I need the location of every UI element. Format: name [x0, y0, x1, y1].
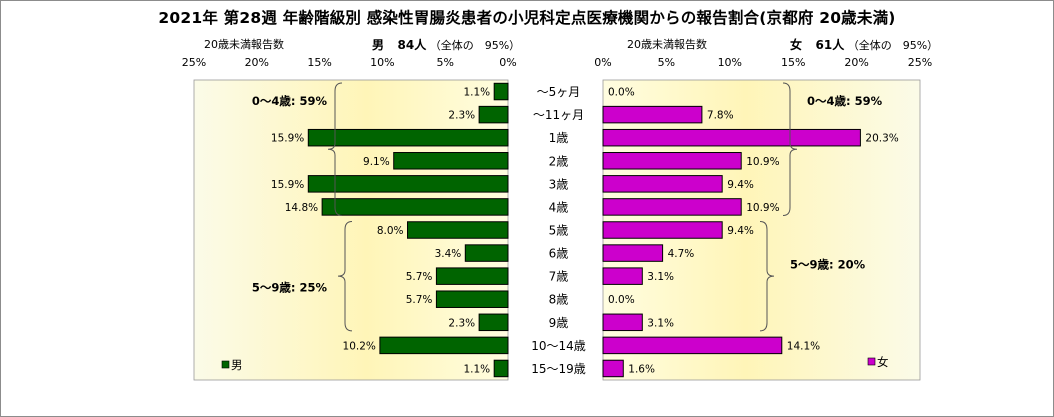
- male-value-label: 1.1%: [463, 363, 490, 375]
- left-tick-label: 15%: [307, 56, 331, 69]
- right-header-label: 20歳未満報告数: [627, 38, 707, 51]
- male-value-label: 10.2%: [343, 340, 376, 352]
- female-value-label: 20.3%: [865, 133, 898, 145]
- female-bar: [602, 313, 643, 332]
- female-bar: [602, 175, 723, 193]
- category-label: ～11ヶ月: [533, 108, 584, 122]
- male-bar: [493, 82, 509, 101]
- category-label: 15～19歳: [531, 362, 586, 376]
- male-value-label: 15.9%: [271, 179, 304, 191]
- female-value-label: 7.8%: [707, 110, 734, 122]
- female-bar: [602, 336, 783, 355]
- male-value-label: 2.3%: [448, 317, 475, 329]
- female-bar: [602, 198, 742, 216]
- right-tick-label: 15%: [781, 56, 805, 69]
- male-value-label: 1.1%: [463, 87, 490, 99]
- category-label: 7歳: [549, 270, 569, 284]
- right-header-count: 女 61人 （全体の 95%）: [790, 36, 938, 53]
- male-bar: [307, 128, 509, 147]
- left-tick-label: 5%: [436, 56, 453, 69]
- male-value-label: 5.7%: [406, 271, 433, 283]
- left-bracket-label-5-9: 5～9歳: 25%: [252, 281, 328, 295]
- right-bracket-0-4: [782, 82, 798, 216]
- category-label: 2歳: [549, 154, 569, 168]
- male-legend-label: 男: [231, 358, 243, 372]
- left-header-label: 20歳未満報告数: [204, 38, 284, 51]
- left-header-number: 84人: [397, 38, 427, 52]
- female-value-label: 9.4%: [727, 225, 754, 237]
- male-bar: [478, 313, 509, 332]
- category-label: 3歳: [549, 177, 569, 191]
- male-bar: [435, 267, 509, 285]
- female-bar: [602, 128, 861, 147]
- male-value-label: 9.1%: [363, 156, 390, 168]
- female-legend-swatch: [867, 357, 876, 366]
- right-tick-label: 0%: [594, 56, 611, 69]
- female-value-label: 10.9%: [746, 202, 779, 214]
- female-value-label: 0.0%: [608, 294, 635, 306]
- right-tick-label: 25%: [908, 56, 932, 69]
- right-bracket-label-0-4: 0～4歳: 59%: [807, 94, 883, 108]
- right-bracket-label-5-9: 5～9歳: 20%: [790, 258, 866, 272]
- right-tick-label: 5%: [658, 56, 675, 69]
- male-value-label: 15.9%: [271, 133, 304, 145]
- category-label: ～5ヶ月: [537, 85, 581, 99]
- female-legend-label: 女: [877, 355, 889, 369]
- right-tick-label: 10%: [718, 56, 742, 69]
- female-value-label: 14.1%: [787, 340, 820, 352]
- male-bar: [307, 175, 509, 193]
- male-value-label: 8.0%: [377, 225, 404, 237]
- female-value-label: 10.9%: [746, 156, 779, 168]
- male-bar: [435, 290, 509, 308]
- male-bar: [379, 336, 509, 355]
- right-header-number: 61人: [815, 38, 845, 52]
- female-bar: [602, 267, 643, 285]
- category-label: 5歳: [549, 224, 569, 238]
- female-value-label: 0.0%: [608, 87, 635, 99]
- male-value-label: 14.8%: [285, 202, 318, 214]
- female-value-label: 1.6%: [628, 363, 655, 375]
- male-legend-swatch: [221, 360, 230, 369]
- male-bar: [393, 152, 509, 170]
- female-bar: [602, 244, 664, 262]
- left-bracket-0-4: [327, 82, 343, 216]
- category-label: 6歳: [549, 247, 569, 261]
- male-value-label: 3.4%: [435, 248, 462, 260]
- male-bar: [493, 359, 509, 378]
- right-bracket-5-9: [759, 220, 775, 332]
- female-bar: [602, 221, 723, 239]
- male-bar: [407, 221, 509, 239]
- female-value-label: 3.1%: [647, 317, 674, 329]
- chart-title: 2021年 第28週 年齢階級別 感染性胃腸炎患者の小児科定点医療機関からの報告…: [158, 9, 896, 27]
- left-bracket-5-9: [337, 220, 353, 332]
- category-label: 4歳: [549, 200, 569, 214]
- category-label: 9歳: [549, 316, 569, 330]
- left-tick-label: 25%: [182, 56, 206, 69]
- male-bar: [464, 244, 509, 262]
- category-label: 8歳: [549, 293, 569, 307]
- male-bar: [478, 105, 509, 124]
- category-label: 1歳: [549, 131, 569, 145]
- left-bracket-label-0-4: 0～4歳: 59%: [252, 94, 328, 108]
- left-tick-label: 0%: [499, 56, 516, 69]
- right-header-share: （全体の 95%）: [847, 39, 939, 52]
- left-tick-label: 10%: [370, 56, 394, 69]
- female-value-label: 9.4%: [727, 179, 754, 191]
- female-bar: [602, 152, 742, 170]
- female-value-label: 4.7%: [668, 248, 695, 260]
- left-header-sex: 男: [372, 38, 385, 52]
- female-value-label: 3.1%: [647, 271, 674, 283]
- left-tick-label: 20%: [245, 56, 269, 69]
- left-header-share: （全体の 95%）: [429, 39, 521, 52]
- right-header-sex: 女: [790, 38, 803, 52]
- female-bar: [602, 105, 703, 124]
- left-header-count: 男 84人 （全体の 95%）: [372, 36, 520, 53]
- female-bar: [602, 359, 624, 378]
- male-bar: [321, 198, 509, 216]
- right-tick-label: 20%: [844, 56, 868, 69]
- category-label: 10～14歳: [531, 339, 586, 353]
- male-value-label: 2.3%: [448, 110, 475, 122]
- male-value-label: 5.7%: [406, 294, 433, 306]
